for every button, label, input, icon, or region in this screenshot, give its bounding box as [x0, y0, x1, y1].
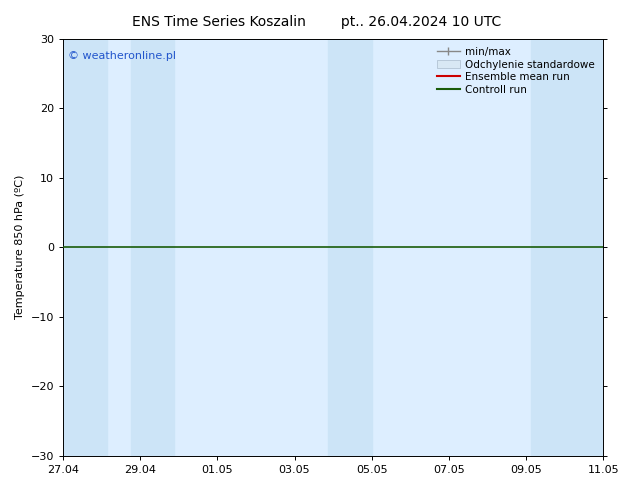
- Bar: [131, 39, 174, 456]
- Legend: min/max, Odchylenie standardowe, Ensemble mean run, Controll run: min/max, Odchylenie standardowe, Ensembl…: [434, 44, 598, 98]
- Y-axis label: Temperature 850 hPa (ºC): Temperature 850 hPa (ºC): [15, 175, 25, 319]
- Text: ENS Time Series Koszalin        pt.. 26.04.2024 10 UTC: ENS Time Series Koszalin pt.. 26.04.2024…: [133, 15, 501, 29]
- Bar: [531, 39, 603, 456]
- Bar: [63, 39, 107, 456]
- Bar: [328, 39, 372, 456]
- Text: © weatheronline.pl: © weatheronline.pl: [68, 51, 176, 61]
